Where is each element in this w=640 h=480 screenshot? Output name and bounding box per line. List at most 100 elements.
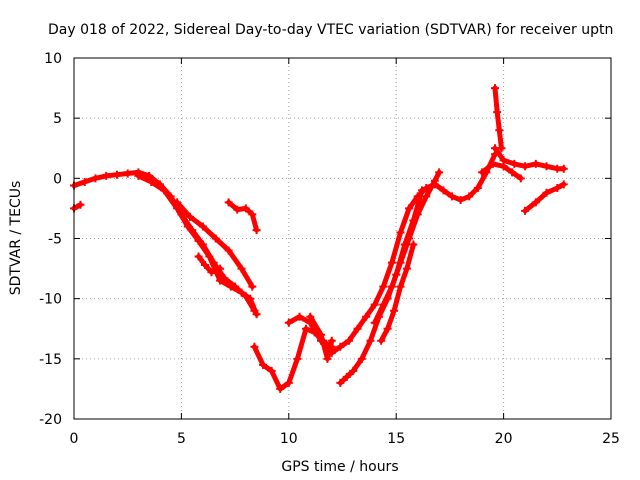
chart-title: Day 018 of 2022, Sidereal Day-to-day VTE… xyxy=(48,22,613,38)
data-point xyxy=(353,324,362,333)
data-point xyxy=(491,144,500,153)
y-tick-label: 0 xyxy=(53,171,62,187)
data-point xyxy=(488,159,497,168)
data-point xyxy=(508,168,517,177)
data-point xyxy=(259,360,268,369)
data-point xyxy=(402,264,411,273)
data-point xyxy=(134,171,143,180)
data-point xyxy=(349,366,358,375)
data-point xyxy=(379,300,388,309)
data-point xyxy=(366,336,375,345)
x-tick-label: 10 xyxy=(280,431,298,447)
data-point xyxy=(211,234,220,243)
grid-lines xyxy=(74,58,611,419)
data-point xyxy=(336,342,345,351)
series-s13 xyxy=(492,85,504,151)
data-point xyxy=(194,236,203,245)
data-point xyxy=(491,84,500,93)
data-point xyxy=(553,183,562,192)
data-point xyxy=(510,159,519,168)
x-tick-label: 25 xyxy=(602,431,620,447)
data-point xyxy=(531,159,540,168)
data-point xyxy=(456,195,465,204)
plot-area xyxy=(70,84,568,393)
data-point xyxy=(405,234,414,243)
data-point xyxy=(344,336,353,345)
data-point xyxy=(80,177,89,186)
data-point xyxy=(390,306,399,315)
series-s4 xyxy=(196,254,223,275)
data-point xyxy=(422,192,431,201)
y-tick-label: 10 xyxy=(44,51,62,67)
data-point xyxy=(205,252,214,261)
data-point xyxy=(357,354,366,363)
data-point xyxy=(284,318,293,327)
data-point xyxy=(173,198,182,207)
data-point xyxy=(216,264,225,273)
data-point xyxy=(396,258,405,267)
data-point xyxy=(409,240,418,249)
data-point xyxy=(559,164,568,173)
data-point xyxy=(377,336,386,345)
data-point xyxy=(542,162,551,171)
data-point xyxy=(379,282,388,291)
data-point xyxy=(226,282,235,291)
series-s11 xyxy=(372,169,442,326)
data-point xyxy=(430,176,439,185)
data-point xyxy=(465,192,474,201)
data-point xyxy=(396,228,405,237)
data-point xyxy=(317,330,326,339)
data-point xyxy=(216,276,225,285)
data-point xyxy=(417,186,426,195)
data-point xyxy=(91,174,100,183)
data-point xyxy=(448,192,457,201)
data-point xyxy=(323,354,332,363)
data-point xyxy=(76,200,85,209)
y-tick-label: -20 xyxy=(39,412,62,428)
axis-ticks: 0 5 10 15 20 25 -20 -15 -10 -5 0 5 10 xyxy=(39,51,620,447)
data-point xyxy=(499,162,508,171)
y-tick-label: -5 xyxy=(48,232,62,248)
x-axis-label: GPS time / hours xyxy=(281,459,398,475)
data-point xyxy=(295,312,304,321)
data-point xyxy=(396,282,405,291)
data-point xyxy=(387,258,396,267)
y-tick-label: -10 xyxy=(39,292,62,308)
data-point xyxy=(362,312,371,321)
data-point xyxy=(123,169,132,178)
data-point xyxy=(246,294,255,303)
data-point xyxy=(183,222,192,231)
data-point xyxy=(293,354,302,363)
data-point xyxy=(207,268,216,277)
data-point xyxy=(370,318,379,327)
x-tick-label: 0 xyxy=(70,431,79,447)
data-point xyxy=(252,226,261,235)
data-point xyxy=(248,210,257,219)
data-point xyxy=(237,264,246,273)
data-point xyxy=(473,183,482,192)
x-tick-label: 20 xyxy=(495,431,513,447)
data-point xyxy=(250,342,259,351)
data-point xyxy=(252,310,261,319)
data-point xyxy=(387,282,396,291)
y-axis-label: SDTVAR / TECUs xyxy=(8,181,24,296)
data-point xyxy=(542,188,551,197)
data-point xyxy=(224,198,233,207)
data-point xyxy=(233,205,242,214)
x-tick-label: 15 xyxy=(387,431,405,447)
data-point xyxy=(198,222,207,231)
data-point xyxy=(224,246,233,255)
data-point xyxy=(241,204,250,213)
data-point xyxy=(516,174,525,183)
data-point xyxy=(112,170,121,179)
x-tick-label: 5 xyxy=(177,431,186,447)
data-point xyxy=(237,288,246,297)
data-point xyxy=(383,324,392,333)
data-point xyxy=(559,180,568,189)
data-point xyxy=(342,372,351,381)
data-point xyxy=(531,198,540,207)
data-point xyxy=(267,366,276,375)
data-point xyxy=(521,206,530,215)
data-point xyxy=(284,378,293,387)
